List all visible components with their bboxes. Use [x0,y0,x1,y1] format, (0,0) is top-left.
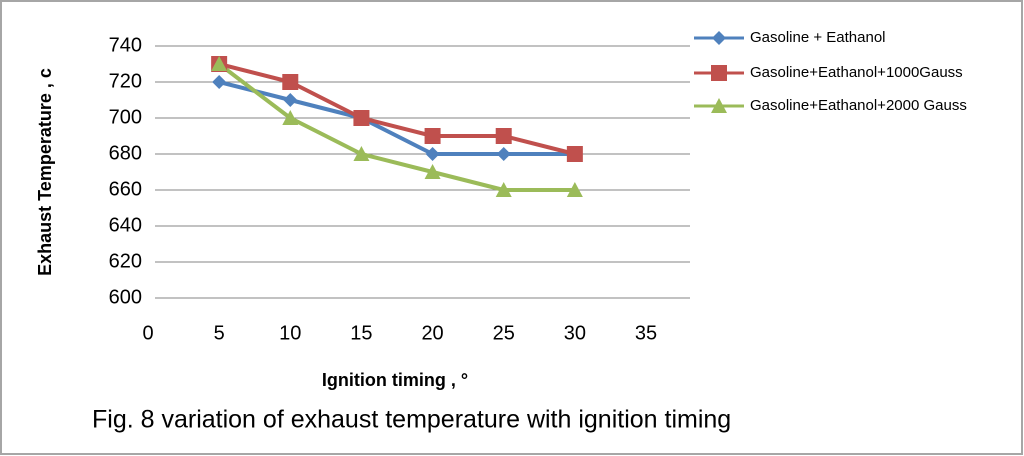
x-axis-title: Ignition timing , ° [322,370,468,390]
marker [425,147,440,161]
marker [282,74,299,90]
y-tick-label: 660 [109,178,142,200]
chart-title: Fig. 8 variation of exhaust temperature … [92,406,731,434]
x-tick-label: 25 [493,322,515,344]
marker [211,56,228,71]
marker [353,146,370,161]
marker [212,75,227,89]
marker [424,128,441,144]
legend-label: Gasoline+Eathanol+2000 Gauss [750,97,967,114]
marker [424,164,441,179]
y-tick-label: 700 [109,106,142,128]
legend-label: Gasoline+Eathanol+1000Gauss [750,64,963,81]
y-tick-label: 640 [109,214,142,236]
y-tick-label: 740 [109,34,142,56]
x-tick-label: 5 [214,322,225,344]
marker [566,146,583,162]
y-tick-label: 620 [109,250,142,272]
marker [283,93,298,107]
marker [353,110,370,126]
x-tick-label: 0 [142,322,153,344]
series-line [218,80,575,156]
legend-label: Gasoline + Eathanol [750,29,886,46]
series-line [218,62,576,156]
marker [566,182,583,197]
marker [495,182,512,197]
marker [496,147,511,161]
marker [495,128,512,144]
y-tick-label: 600 [109,286,142,308]
x-tick-label: 35 [635,322,657,344]
x-tick-label: 30 [564,322,586,344]
y-tick-label: 720 [109,70,142,92]
legend-marker [711,65,727,81]
series-line [217,62,575,192]
x-tick-label: 20 [421,322,443,344]
marker [282,110,299,125]
legend-marker [712,31,726,45]
x-tick-label: 10 [279,322,301,344]
y-tick-label: 680 [109,142,142,164]
legend-marker [711,98,727,113]
x-tick-label: 15 [350,322,372,344]
y-axis-title: Exhaust Temperature , c [35,68,55,276]
